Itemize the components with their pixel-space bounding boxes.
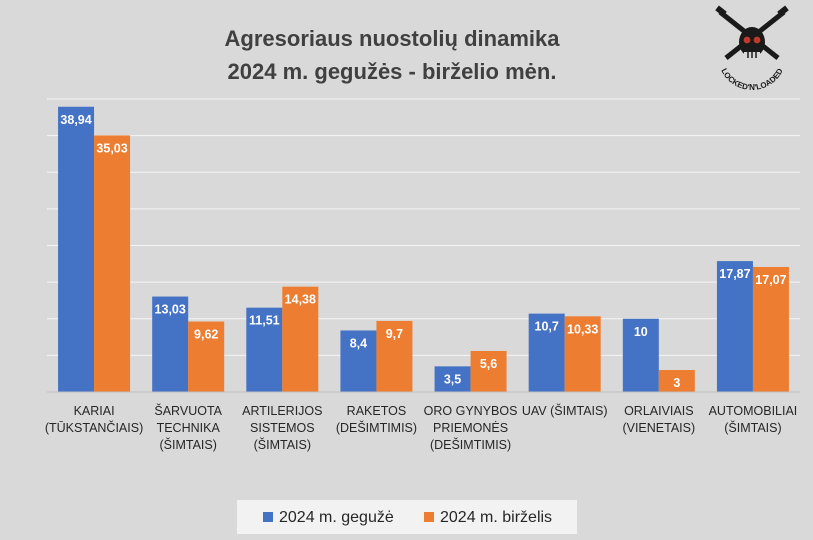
data-label: 5,6 [480,357,497,371]
legend-swatch-may [263,512,273,522]
chart-title-line-1: Agresoriaus nuostolių dinamika [225,26,561,51]
data-label: 11,51 [249,314,280,328]
logo-text: LOCKED'N'LOADED [719,67,785,92]
data-label: 9,62 [194,328,218,342]
legend-box [237,500,577,534]
category-label-line: (VIENETAIS) [622,421,695,435]
legend: 2024 m. gegužė 2024 m. birželis [237,500,577,534]
data-label: 3 [673,376,680,390]
bar-may [152,296,189,392]
data-label: 3,5 [444,372,461,386]
bar-june [94,135,131,392]
category-label: ARTILERIJOS SISTEMOS (ŠIMTAIS) [242,404,322,452]
category-label-line: ŠARVUOTA [154,403,222,418]
category-label: ORO GYNYBOS PRIEMONĖS (DEŠIMTIMIS) [424,404,518,452]
data-label: 10,33 [567,322,598,336]
skull-crossed-rifles-icon [715,5,789,60]
bar-may [528,313,565,392]
bar-may [340,330,377,392]
category-label-line: SISTEMOS [250,421,315,435]
category-label: KARIAI (TŪKSTANČIAIS) [45,404,143,435]
bar-may [434,366,471,392]
category-label-line: KARIAI [74,404,115,418]
category-label: AUTOMOBILIAI (ŠIMTAIS) [709,404,798,435]
bar-june [188,321,225,392]
data-label: 14,38 [285,293,316,307]
bar-june [470,350,507,392]
category-label: RAKETOS (DEŠIMTIMIS) [336,404,417,435]
legend-label-may: 2024 m. gegužė [279,509,394,526]
bar-june [376,320,413,392]
data-label: 17,07 [755,273,786,287]
category-label-line: UAV (ŠIMTAIS) [522,403,608,418]
category-label-line: ARTILERIJOS [242,404,322,418]
logo: LOCKED'N'LOADED [715,5,789,92]
logo-text-path: LOCKED'N'LOADED [719,67,785,92]
category-label-line: TECHNIKA [157,421,221,435]
category-label: ORLAIVIAIS (VIENETAIS) [622,404,695,435]
data-label: 10 [634,325,648,339]
data-label: 8,4 [350,336,367,350]
category-label: ŠARVUOTA TECHNIKA (ŠIMTAIS) [154,403,222,452]
data-labels: 38,94 35,03 13,03 9,62 11,51 14,38 8,4 9,7 3,5 5,… [60,113,786,390]
data-label: 17,87 [719,267,750,281]
chart-title-line-2: 2024 m. gegužės - birželio mėn. [228,59,557,84]
category-label-line: PRIEMONĖS [433,421,508,435]
data-label: 38,94 [60,113,91,127]
data-label: 10,7 [535,320,559,334]
legend-swatch-june [424,512,434,522]
category-label-line: RAKETOS [347,404,407,418]
bar-june [282,286,319,392]
bar-june [752,266,789,392]
legend-label-june: 2024 m. birželis [440,509,552,526]
category-label-line: AUTOMOBILIAI [709,404,798,418]
category-label-line: (DEŠIMTIMIS) [336,420,417,435]
category-label-line: (TŪKSTANČIAIS) [45,420,143,435]
data-label: 35,03 [96,141,127,155]
category-label-line: (ŠIMTAIS) [254,437,311,452]
bar-may [58,106,95,393]
bars [58,106,789,393]
category-label-line: ORO GYNYBOS [424,404,518,418]
category-label-line: (ŠIMTAIS) [724,420,781,435]
bar-june [564,316,601,392]
bar-may [716,261,753,392]
bar-may [246,307,283,392]
category-label-line: (ŠIMTAIS) [159,437,216,452]
data-label: 9,7 [386,327,403,341]
category-labels: KARIAI (TŪKSTANČIAIS) ŠARVUOTA TECHNIKA (ŠIM… [45,403,797,452]
category-label-line: ORLAIVIAIS [624,404,693,418]
data-label: 13,03 [155,303,186,317]
category-label: UAV (ŠIMTAIS) [522,403,608,418]
category-label-line: (DEŠIMTIMIS) [430,437,511,452]
chart-title: Agresoriaus nuostolių dinamika 2024 m. g… [225,26,561,84]
bar-june [658,370,695,392]
bar-may [622,318,659,392]
